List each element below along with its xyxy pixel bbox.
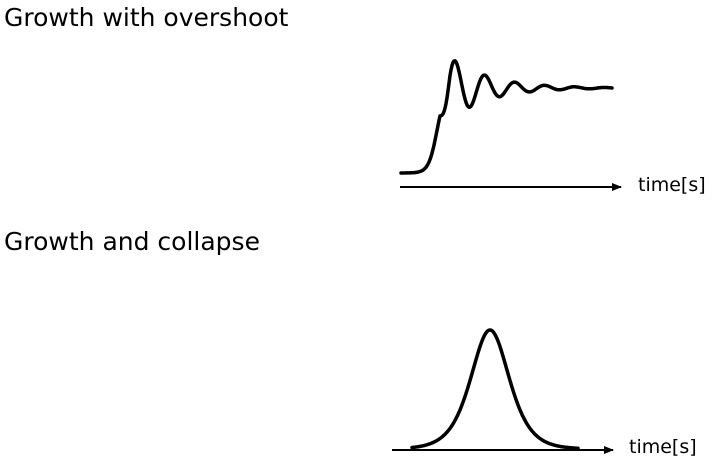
overshoot-curve (399, 59, 614, 175)
time-axis-label-collapse: time[s] (629, 436, 697, 458)
collapse-panel: time[s] (392, 328, 697, 458)
time-axis-label-overshoot: time[s] (638, 174, 706, 196)
panel-title-overshoot: Growth with overshoot (4, 3, 289, 32)
overshoot-panel: time[s] (399, 59, 706, 196)
bell-curve (410, 328, 580, 451)
panel-title-collapse: Growth and collapse (4, 227, 260, 256)
